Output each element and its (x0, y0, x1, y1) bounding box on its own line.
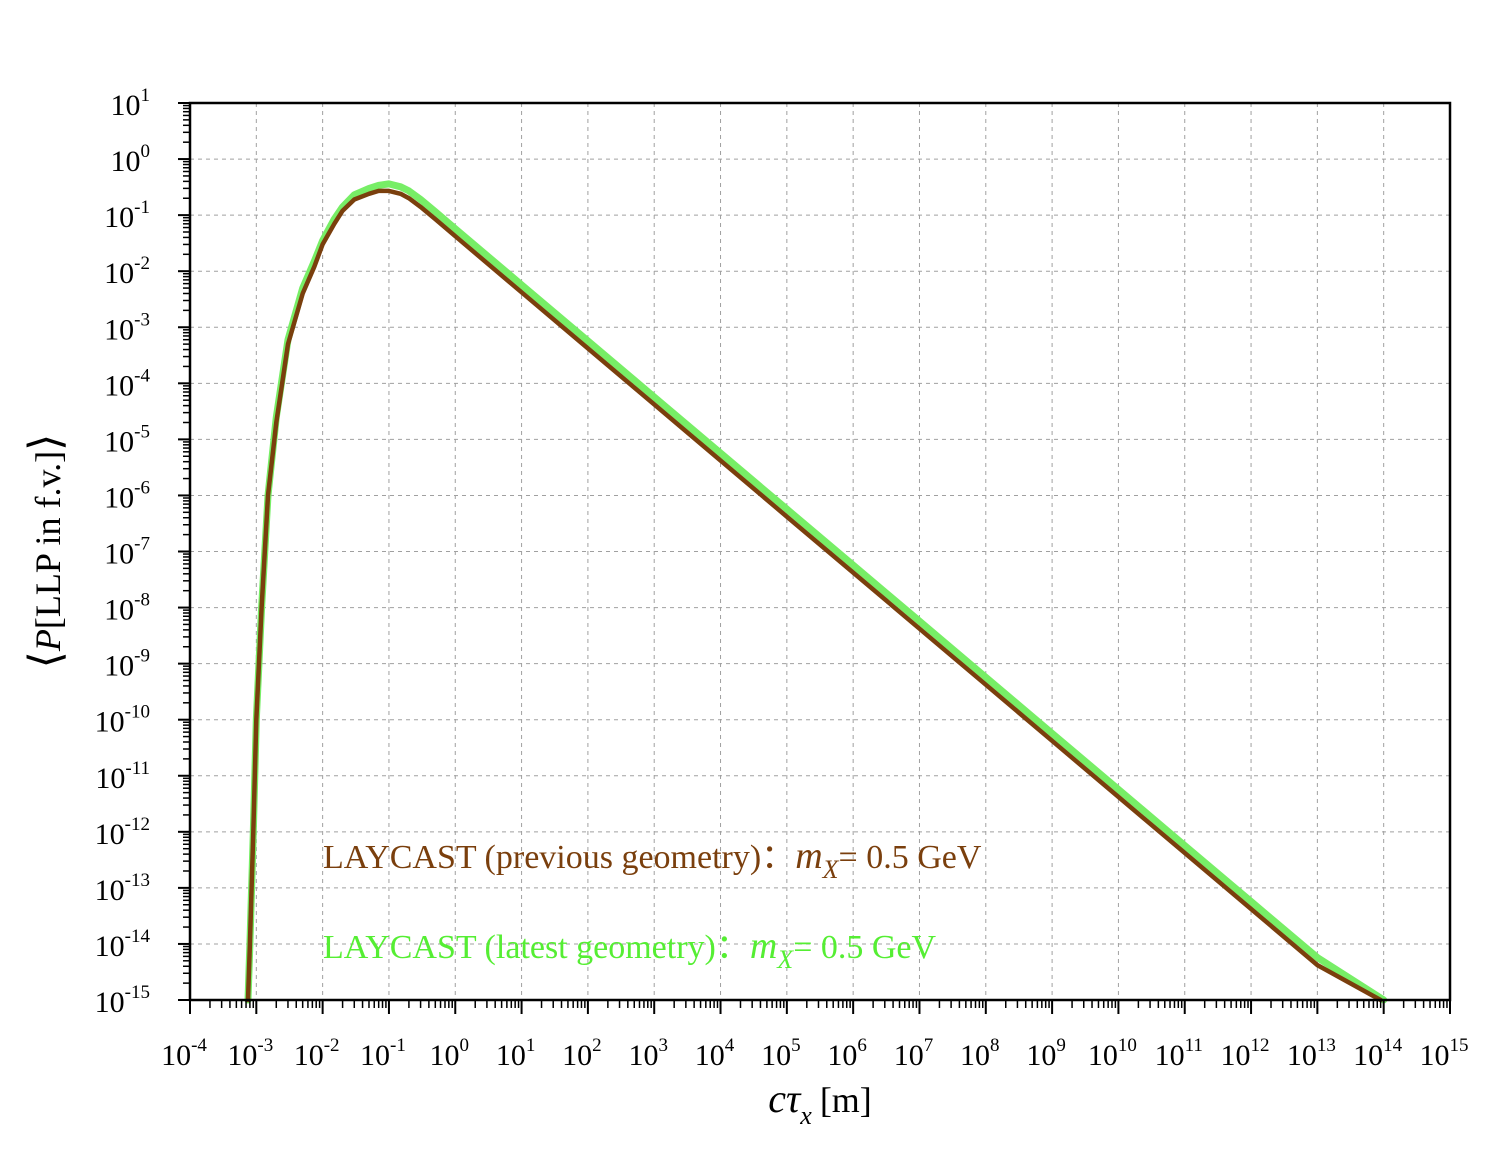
y-tick-label: 10-2 (104, 253, 150, 290)
x-tick-label: 102 (562, 1035, 602, 1072)
y-tick-label: 10-15 (95, 982, 150, 1019)
legend-entry-previous: LAYCAST (previous geometry)：mX= 0.5 GeV (323, 835, 982, 884)
x-tick-label: 106 (827, 1035, 867, 1072)
x-tick-label: 109 (1026, 1035, 1066, 1072)
legend-latest-mass: m (750, 925, 777, 967)
legend-latest-sub: X (776, 945, 794, 974)
y-axis-label-italic: P (28, 629, 68, 652)
y-tick-label: 10-3 (104, 309, 150, 346)
x-tick-label: 100 (430, 1035, 470, 1072)
y-axis-label-open: ⟨ (21, 651, 70, 668)
x-tick-label: 10-4 (161, 1035, 207, 1072)
x-tick-label: 1013 (1287, 1035, 1336, 1072)
y-tick-label: 10-9 (104, 646, 150, 683)
x-tick-label: 108 (960, 1035, 1000, 1072)
x-axis-label-unit: [m] (820, 1080, 872, 1120)
y-tick-label: 10-1 (104, 197, 150, 234)
y-tick-label: 10-11 (95, 758, 150, 795)
x-tick-label: 103 (628, 1035, 668, 1072)
x-tick-label: 1012 (1221, 1035, 1270, 1072)
x-axis-label-symbol: cτ (768, 1076, 802, 1121)
legend-previous-text: LAYCAST (previous geometry)： (323, 839, 795, 876)
y-tick-label: 10-12 (95, 814, 150, 851)
legend-previous-mass: m (795, 835, 822, 877)
x-tick-label: 1014 (1353, 1035, 1403, 1072)
legend-entry-latest: LAYCAST (latest geometry)：mX= 0.5 GeV (323, 925, 937, 974)
y-tick-label: 10-14 (95, 926, 151, 963)
x-tick-labels: 10-4 10-3 10-2 10-1 100 101 102 103 104 105 106 107… (161, 1035, 1468, 1072)
y-tick-label: 10-8 (104, 590, 150, 627)
y-axis-label-rest: [LLP in f.v.] (28, 451, 68, 629)
y-tick-label: 10-6 (104, 477, 150, 514)
y-tick-label: 10-4 (104, 365, 150, 402)
x-tick-label: 10-1 (360, 1035, 406, 1072)
x-tick-label: 104 (695, 1035, 735, 1072)
y-tick-labels: 101 100 10-1 10-2 10-3 10-4 10-5 10-6 10-7 10-8 10… (95, 85, 151, 1019)
y-tick-label: 10-5 (104, 421, 150, 458)
legend-previous-sub: X (822, 855, 840, 884)
legend-latest-value: = 0.5 GeV (793, 929, 936, 966)
x-axis-label-sub: x (799, 1101, 812, 1130)
legend-latest-text: LAYCAST (latest geometry)： (323, 929, 750, 966)
x-tick-label: 105 (761, 1035, 801, 1072)
x-axis-label: cτx [m] (768, 1076, 872, 1130)
series-line-previous (245, 188, 1383, 1003)
y-axis-label: ⟨P[LLP in f.v.]⟩ (21, 434, 70, 669)
y-tick-label: 100 (111, 141, 151, 178)
grid (190, 103, 1450, 1000)
axis-ticks (178, 102, 1451, 1014)
x-tick-label: 10-2 (294, 1035, 340, 1072)
series-layer (244, 180, 1388, 1004)
y-tick-label: 101 (111, 85, 151, 122)
legend-previous-value: = 0.5 GeV (839, 839, 982, 876)
y-tick-label: 10-13 (95, 870, 150, 907)
y-tick-label: 10-7 (104, 534, 150, 571)
x-tick-label: 10-3 (227, 1035, 273, 1072)
y-tick-label: 10-10 (95, 702, 150, 739)
x-tick-label: 107 (894, 1035, 934, 1072)
x-tick-label: 101 (496, 1035, 536, 1072)
x-tick-label: 1011 (1155, 1035, 1203, 1072)
x-tick-label: 1010 (1088, 1035, 1137, 1072)
y-axis-label-close: ⟩ (21, 434, 70, 451)
x-tick-label: 1015 (1420, 1035, 1469, 1072)
